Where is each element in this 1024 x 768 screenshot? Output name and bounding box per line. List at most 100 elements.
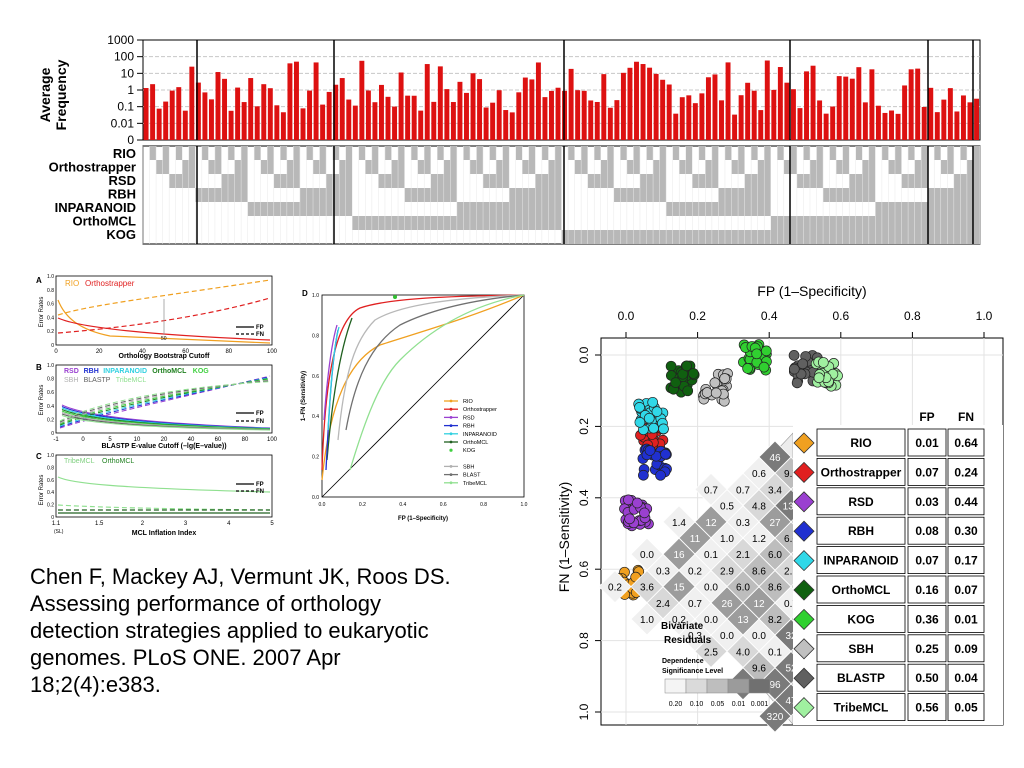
pattern-cell xyxy=(280,202,287,216)
pattern-cell xyxy=(836,230,843,244)
pattern-cell xyxy=(496,174,503,188)
frequency-bar xyxy=(287,63,293,140)
frequency-bar xyxy=(895,113,901,140)
pattern-cell xyxy=(724,202,732,216)
scatter-point-inparanoid xyxy=(649,416,660,428)
pattern-cell xyxy=(646,230,654,244)
panel-d-xtick: 0.0 xyxy=(319,502,326,508)
pattern-cell xyxy=(914,160,922,174)
frequency-bar xyxy=(444,89,450,140)
pattern-cell xyxy=(594,146,601,160)
scatter-point-rio xyxy=(619,589,631,600)
residual-cell xyxy=(630,602,664,636)
pattern-cell xyxy=(188,160,196,174)
pattern-cell xyxy=(653,188,660,202)
residual-value: 0.6 xyxy=(752,469,766,480)
method-fp-blastp: 0.50 xyxy=(915,671,939,685)
frequency-bar xyxy=(830,106,836,140)
pattern-cell xyxy=(862,160,869,174)
pattern-cell xyxy=(953,188,961,202)
pattern-cell xyxy=(881,146,889,160)
frequency-bar xyxy=(352,105,358,140)
pattern-cell xyxy=(803,216,810,230)
ytick-label: 0.4 xyxy=(47,404,54,410)
frequency-bar xyxy=(921,106,927,140)
pattern-cell xyxy=(823,188,830,202)
method-fp-cell xyxy=(907,605,947,633)
method-fp-sbh: 0.25 xyxy=(915,642,939,656)
pattern-cell xyxy=(698,146,706,160)
citation-line-1: Chen F, Mackey AJ, Vermunt JK, Roos DS. xyxy=(30,564,451,589)
ytick-label: 0.2 xyxy=(47,329,54,335)
pattern-cell xyxy=(548,202,555,216)
scatter-point-rsd xyxy=(639,507,650,519)
pattern-cell xyxy=(894,160,902,174)
scatter-point-blastp xyxy=(807,375,819,387)
method-fp-inparanoid: 0.07 xyxy=(915,554,939,568)
pattern-cell xyxy=(934,146,941,160)
pattern-cell xyxy=(411,146,418,160)
panel-b: B RSD RBH INPARANOID OrthoMCL KOG SBH BLASTP T… xyxy=(36,363,278,450)
scatter-point-sbh xyxy=(704,389,716,401)
scatter-point-sbh xyxy=(698,389,710,400)
panel-d-xtick: 0.6 xyxy=(440,502,447,508)
frequency-bar xyxy=(437,66,443,140)
pattern-cell xyxy=(816,160,824,174)
pattern-cell xyxy=(966,160,974,174)
scatter-ytick: 0.2 xyxy=(577,418,591,435)
frequency-ytick: 10 xyxy=(121,66,135,80)
scatter-point-sbh xyxy=(719,376,730,388)
scatter-ytick: 0.4 xyxy=(577,489,591,506)
panel-b-legend-row1: RSD RBH INPARANOID OrthoMCL KOG xyxy=(64,368,209,375)
scatter-point-inparanoid xyxy=(634,401,645,413)
frequency-bar xyxy=(150,84,156,140)
pattern-cell xyxy=(738,146,745,160)
pattern-cell xyxy=(541,174,549,188)
pattern-cell xyxy=(921,230,928,244)
panel-a-key-fn: FN xyxy=(256,332,264,338)
scatter-point-tribemcl xyxy=(823,361,835,373)
pattern-cell xyxy=(908,146,915,160)
method-name-kog: KOG xyxy=(847,612,874,626)
pattern-cell xyxy=(358,216,366,230)
pattern-cell xyxy=(528,160,536,174)
pattern-cell xyxy=(862,216,869,230)
frequency-ytick: 1 xyxy=(127,83,134,97)
scatter-point-kog xyxy=(761,356,772,367)
scatter-point-rsd xyxy=(636,499,648,511)
pattern-cell xyxy=(620,146,627,160)
pattern-cell xyxy=(796,230,804,244)
pattern-cell xyxy=(646,174,654,188)
residual-cell xyxy=(758,667,792,701)
method-fn-orthostrapper: 0.24 xyxy=(954,465,978,479)
pattern-cell xyxy=(659,188,667,202)
residual-cell xyxy=(758,602,792,636)
frequency-bar xyxy=(751,90,757,140)
pattern-cell xyxy=(973,188,980,202)
frequency-bar xyxy=(424,64,430,140)
pattern-cell xyxy=(214,160,222,174)
frequency-bar xyxy=(640,64,646,140)
scatter-point-orthomcl xyxy=(684,366,696,377)
panel-d-xlabel: FP (1–Specificity) xyxy=(398,516,448,522)
frequency-bar xyxy=(379,84,384,140)
method-fn-cell xyxy=(947,487,985,516)
residual-value: 0.7 xyxy=(736,485,750,496)
dependence-label-2: Significance Level xyxy=(662,668,723,675)
scatter-point-rbh xyxy=(638,469,649,481)
frequency-bar xyxy=(954,111,960,140)
pattern-cell xyxy=(496,202,503,216)
pattern-cell xyxy=(286,160,294,174)
pattern-cell xyxy=(705,230,712,244)
pattern-cell xyxy=(679,202,686,216)
pattern-cell xyxy=(391,174,399,188)
residual-cell xyxy=(742,456,776,490)
panel-b-fn-curve xyxy=(59,379,271,424)
scatter-point-rbh xyxy=(659,447,671,459)
pattern-cell xyxy=(738,230,745,244)
pattern-cell xyxy=(731,160,739,174)
pattern-cell xyxy=(862,174,869,188)
scatter-point-kog xyxy=(758,350,770,362)
xtick-label: 1.5 xyxy=(95,521,104,527)
pattern-cell xyxy=(352,216,359,230)
